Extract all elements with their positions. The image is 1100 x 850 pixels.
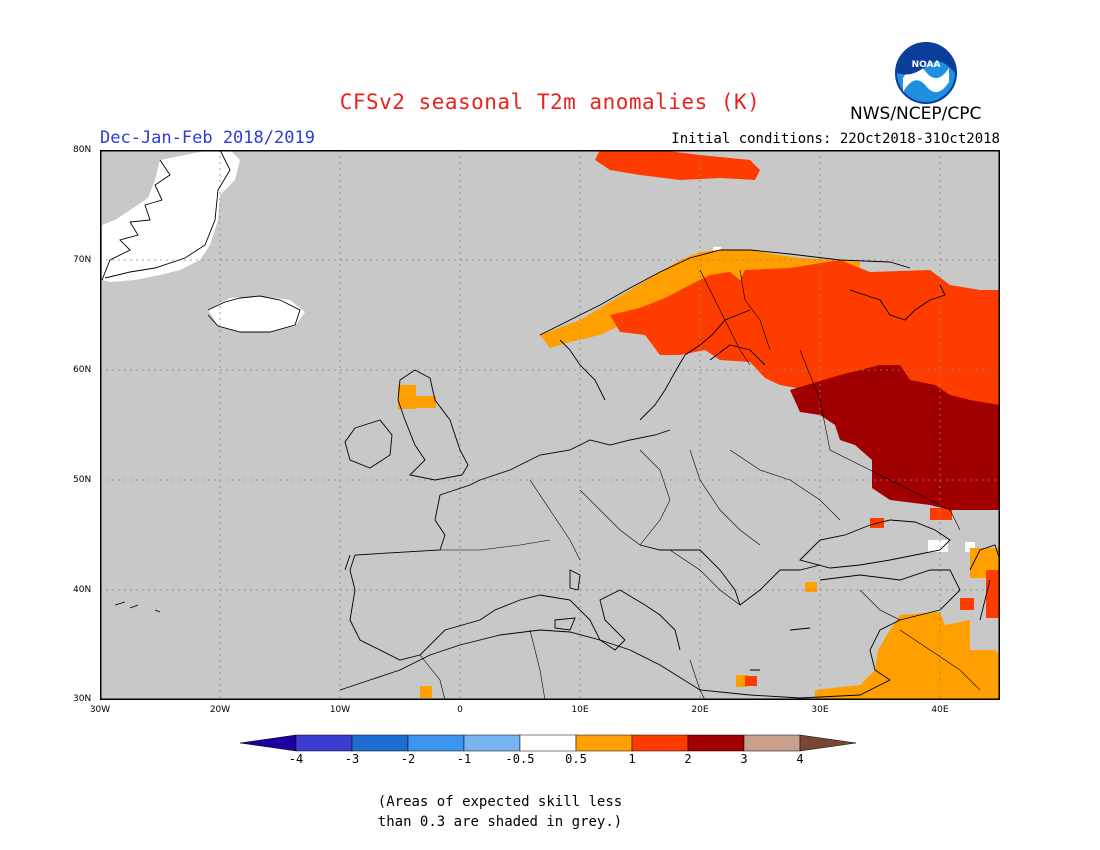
middle-east-orange xyxy=(815,612,1000,700)
caucasus-white xyxy=(928,540,948,552)
continent-coast xyxy=(344,429,821,661)
black-sea-coast xyxy=(799,519,951,569)
colorbar xyxy=(239,734,857,752)
caspian-red xyxy=(986,570,1000,618)
season-label: Dec-Jan-Feb 2018/2019 xyxy=(100,128,315,148)
colorbar-swatch xyxy=(687,734,745,752)
lat-label-50n: 50N xyxy=(73,475,92,485)
iceland-coast xyxy=(207,295,301,333)
iceland-white xyxy=(208,296,305,332)
lat-label-60n: 60N xyxy=(73,365,92,375)
greenland-coast xyxy=(101,150,231,281)
lon-label-30w: 30W xyxy=(89,705,111,715)
kola-coast xyxy=(849,284,946,321)
agency-label: NWS/NCEP/CPC xyxy=(850,104,982,124)
map-frame xyxy=(100,150,1000,700)
colorbar-label-05: 0.5 xyxy=(565,752,587,766)
lat-label-30n: 30N xyxy=(73,694,92,704)
chart-title: CFSv2 seasonal T2m anomalies (K) xyxy=(339,90,761,114)
scotland-orange-2 xyxy=(416,396,436,408)
lon-label-40e: 40E xyxy=(931,705,949,715)
turkey-orange-1 xyxy=(805,582,817,592)
britain-coast xyxy=(397,369,469,481)
footnote-line-2: than 0.3 are shaded in grey.) xyxy=(377,814,623,830)
white-areas xyxy=(102,150,975,552)
colorbar-swatch xyxy=(463,734,521,752)
colorbar-label-m1: -1 xyxy=(456,752,472,766)
scandinavia-coast xyxy=(539,249,911,421)
colorbar-swatch xyxy=(519,734,577,752)
colorbar-swatch xyxy=(295,734,353,752)
colorbar-swatches xyxy=(239,734,857,752)
noaa-logo-icon: NOAA xyxy=(895,42,957,104)
colorbar-label-1: 1 xyxy=(628,752,636,766)
colorbar-label-m3: -3 xyxy=(344,752,360,766)
lon-label-10e: 10E xyxy=(571,705,589,715)
colorbar-arrow-right xyxy=(799,734,857,752)
azores-coast xyxy=(114,601,161,613)
lat-label-70n: 70N xyxy=(73,255,92,265)
colorbar-swatch xyxy=(575,734,633,752)
russia-darkred xyxy=(790,365,1000,510)
colorbar-arrow-left xyxy=(239,734,297,752)
footnote: (Areas of expected skill less than 0.3 a… xyxy=(0,792,1100,832)
footnote-line-1: (Areas of expected skill less xyxy=(377,794,623,810)
africa-coast xyxy=(339,629,891,699)
lon-label-0: 0 xyxy=(457,705,463,715)
arctic-islands-red xyxy=(595,150,760,180)
colorbar-label-m05: -0.5 xyxy=(505,752,535,766)
colorbar-swatch xyxy=(631,734,689,752)
crete-red xyxy=(745,676,757,686)
colorbar-label-3: 3 xyxy=(740,752,748,766)
lat-label-40n: 40N xyxy=(73,585,92,595)
initial-conditions-label: Initial conditions: 22Oct2018-31Oct2018 xyxy=(671,131,1000,147)
coastlines xyxy=(101,150,1000,699)
noaa-logo-text: NOAA xyxy=(912,60,941,70)
graticule xyxy=(100,150,1000,700)
colorbar-label-4: 4 xyxy=(796,752,804,766)
colorbar-label-m4: -4 xyxy=(288,752,304,766)
ireland-coast xyxy=(344,419,393,469)
greenland-white xyxy=(102,150,240,282)
lon-label-30e: 30E xyxy=(811,705,829,715)
lon-label-20w: 20W xyxy=(209,705,231,715)
lon-label-20e: 20E xyxy=(691,705,709,715)
turkey-red xyxy=(960,598,974,610)
caspian-white xyxy=(965,542,975,552)
anomaly-map xyxy=(100,150,1000,700)
borders xyxy=(419,269,981,700)
colorbar-label-2: 2 xyxy=(684,752,692,766)
colorbar-swatch xyxy=(743,734,801,752)
lon-label-10w: 10W xyxy=(329,705,351,715)
anomaly-2-3 xyxy=(790,365,1000,510)
islands-coast xyxy=(554,569,811,671)
colorbar-label-m2: -2 xyxy=(400,752,416,766)
iberia-orange xyxy=(420,686,432,698)
levant-coast xyxy=(819,569,961,681)
cauc-red-2 xyxy=(930,508,952,520)
colorbar-swatch xyxy=(407,734,465,752)
colorbar-swatch xyxy=(351,734,409,752)
scotland-orange xyxy=(398,385,416,409)
lat-label-80n: 80N xyxy=(73,145,92,155)
caspian-coast xyxy=(969,544,1000,621)
